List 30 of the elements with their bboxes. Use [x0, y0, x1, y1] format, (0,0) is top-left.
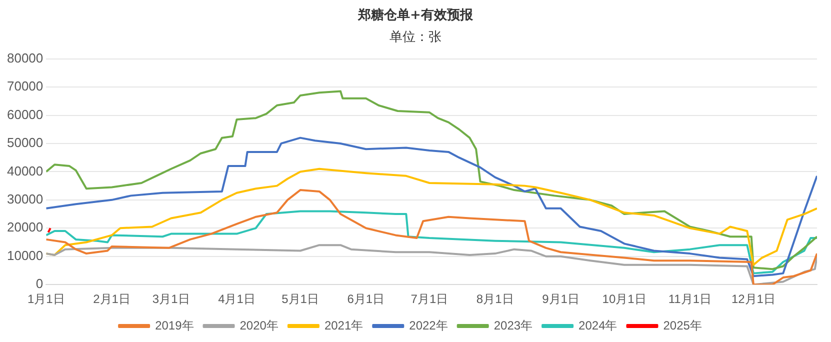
legend-label: 2023年: [494, 318, 533, 332]
legend-label: 2021年: [324, 318, 364, 332]
y-tick-label: 80000: [6, 50, 44, 66]
x-tick-label: 8月1日: [476, 292, 514, 306]
y-tick-label: 30000: [6, 192, 44, 207]
x-tick-label: 6月1日: [347, 292, 385, 306]
y-tick-label: 20000: [6, 220, 44, 235]
legend-label: 2025年: [663, 318, 702, 332]
legend-label: 2020年: [240, 318, 278, 332]
y-tick-label: 60000: [6, 106, 44, 122]
x-tick-label: 1月1日: [27, 292, 65, 306]
x-tick-label: 7月1日: [410, 292, 448, 306]
x-tick-label: 3月1日: [152, 292, 190, 306]
chart-subtitle: 单位：张: [388, 29, 442, 46]
legend-label: 2019年: [155, 318, 194, 332]
x-tick-label: 11月1日: [668, 292, 712, 306]
y-tick-label: 40000: [6, 163, 44, 178]
x-tick-label: 5月1日: [282, 292, 319, 306]
y-tick-label: 0: [36, 276, 44, 292]
y-tick-label: 50000: [6, 135, 44, 150]
legend-label: 2024年: [578, 318, 618, 332]
x-tick-label: 2月1日: [93, 292, 130, 306]
chart-title: 郑糖仓单+有效预报: [356, 6, 474, 24]
x-tick-label: 4月1日: [218, 292, 256, 306]
x-tick-label: 9月1日: [542, 292, 580, 306]
legend-label: 2022年: [409, 318, 448, 332]
y-tick-label: 70000: [6, 78, 44, 94]
x-tick-label: 10月1日: [602, 292, 646, 306]
y-tick-label: 10000: [6, 248, 44, 263]
x-tick-label: 12月1日: [731, 292, 776, 306]
